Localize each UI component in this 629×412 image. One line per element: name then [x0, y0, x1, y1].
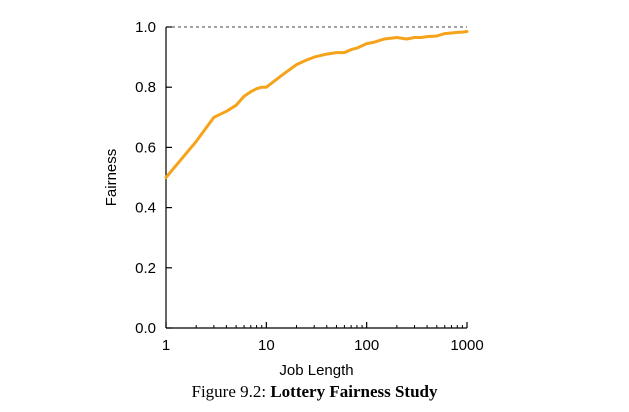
figure-caption: Figure 9.2: Lottery Fairness Study [0, 382, 629, 402]
axes [165, 26, 467, 329]
x-tick-label: 1 [162, 337, 170, 354]
x-axis-label: Job Length [279, 362, 353, 379]
y-tick-label: 0.8 [135, 79, 156, 96]
series [164, 30, 469, 179]
y-axis-label: Fairness [103, 149, 120, 207]
ticks: 0.0 0.2 0.4 0.6 0.8 1.0 1 10 100 1000 [135, 19, 484, 354]
x-tick-label: 100 [354, 337, 379, 354]
caption-title: Lottery Fairness Study [270, 382, 438, 401]
x-tick-label: 10 [258, 337, 275, 354]
y-tick-label: 0.2 [135, 260, 156, 277]
series-line [164, 30, 469, 179]
caption-prefix: Figure 9.2: [191, 382, 271, 401]
y-tick-label: 0.6 [135, 139, 156, 156]
y-tick-label: 1.0 [135, 19, 156, 36]
y-tick-label: 0.0 [135, 320, 156, 337]
line-chart: 0.00.20.40.60.81.01 10 100 1000 Job Length … [103, 19, 484, 379]
y-tick-label: 0.4 [135, 200, 156, 217]
x-tick-label: 1000 [450, 337, 483, 354]
